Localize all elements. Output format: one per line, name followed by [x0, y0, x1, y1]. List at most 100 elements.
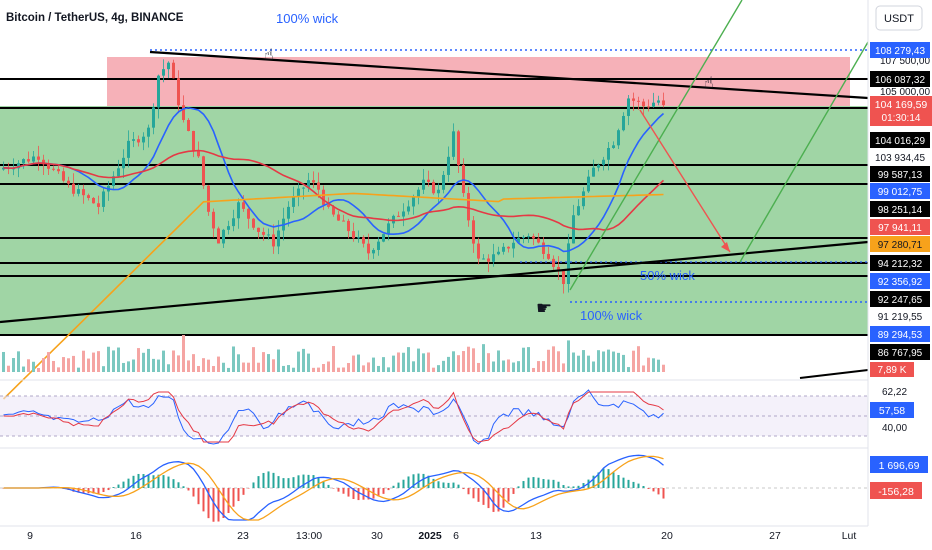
candle-body	[407, 206, 410, 212]
candle-body	[302, 187, 305, 189]
macd-hist-bar	[257, 476, 260, 488]
candle-body	[177, 78, 180, 106]
volume-bar	[2, 351, 5, 372]
macd-hist-bar	[112, 487, 115, 488]
volume-bar	[172, 350, 175, 372]
rsi-current-label: 57,58	[879, 405, 905, 417]
candle-body	[212, 211, 215, 229]
volume-bar	[197, 365, 200, 372]
macd-hist-label: -156,28	[878, 486, 914, 498]
candle-body	[182, 105, 185, 120]
time-axis-label: 2025	[418, 530, 442, 542]
candle-body	[287, 206, 290, 219]
volume-bar	[107, 346, 110, 372]
macd-hist-bar	[262, 472, 265, 488]
candle-body	[102, 191, 105, 207]
candle-body	[247, 208, 250, 219]
price-level-text: 108 279,43	[875, 46, 925, 57]
volume-bar	[462, 351, 465, 372]
lower-trendline	[799, 369, 869, 379]
volume-bar	[457, 355, 460, 372]
macd-value-badge: 1 696,69	[870, 456, 928, 473]
price-level-label: 108 279,43	[870, 42, 930, 58]
candle-body	[597, 164, 600, 168]
time-axis-label: 16	[130, 530, 142, 542]
candle-body	[62, 171, 65, 181]
candle-body	[397, 215, 400, 217]
price-level-label: 99 587,13	[870, 166, 930, 182]
macd-hist-bar	[277, 476, 280, 488]
macd-hist-bar	[397, 482, 400, 488]
macd-hist-bar	[622, 477, 625, 488]
macd-hist-bar	[532, 477, 535, 488]
candle-body	[497, 251, 500, 255]
price-level-label: 104 016,29	[870, 132, 930, 148]
time-axis-label: 30	[371, 530, 383, 542]
candle-body	[377, 241, 380, 250]
macd-hist-bar	[107, 488, 110, 491]
volume-bar	[32, 361, 35, 372]
candle-body	[87, 195, 90, 198]
macd-hist-bar	[237, 488, 240, 502]
macd-hist-bar	[407, 476, 410, 488]
macd-hist-bar	[617, 474, 620, 488]
price-level-text: 91 219,55	[878, 312, 923, 323]
volume-bar	[207, 359, 210, 372]
macd-hist-bar	[97, 488, 100, 494]
macd-hist-bar	[117, 484, 120, 488]
candle-body	[417, 189, 420, 198]
price-level-label: 98 251,14	[870, 201, 930, 217]
price-level-label: 106 087,32	[870, 71, 930, 87]
volume-bar	[557, 351, 560, 372]
volume-bar	[402, 352, 405, 372]
macd-hist-bar	[452, 482, 455, 488]
macd-hist-bar	[497, 488, 500, 512]
candle-body	[617, 130, 620, 146]
volume-bar	[147, 348, 150, 372]
macd-hist-bar	[182, 486, 185, 488]
macd-hist-bar	[582, 483, 585, 488]
macd-hist-bar	[427, 475, 430, 488]
candle-body	[112, 176, 115, 186]
macd-hist-bar	[272, 472, 275, 488]
candle-body	[527, 236, 530, 238]
candle-body	[422, 179, 425, 190]
time-axis[interactable]: 9 16 23 13:00 30 2025 6 13 20 27 Lut	[27, 530, 856, 542]
macd-hist-bar	[477, 488, 480, 502]
macd-hist-bar	[297, 475, 300, 488]
volume-bar	[327, 361, 330, 372]
candle-body	[472, 220, 475, 244]
volume-bar	[242, 362, 245, 372]
price-level-text: 104 016,29	[875, 136, 925, 147]
macd-hist-bar	[192, 488, 195, 497]
pointer-hand-icon: ☛	[536, 298, 552, 318]
volume-bar	[482, 344, 485, 372]
macd-hist-bar	[282, 478, 285, 488]
macd-hist-bar	[577, 485, 580, 488]
volume-bar	[262, 352, 265, 372]
candle-body	[487, 258, 490, 262]
candle-body	[557, 266, 560, 271]
projection-arrow	[639, 109, 731, 253]
macd-hist-bar	[392, 485, 395, 488]
candle-body	[317, 182, 320, 190]
volume-bar	[622, 354, 625, 372]
volume-bar	[657, 359, 660, 372]
candle-body	[662, 100, 665, 106]
candle-body	[222, 229, 225, 244]
price-level-label: 92 356,92	[870, 273, 930, 289]
volume-bar	[277, 349, 280, 372]
candle-body	[337, 214, 340, 221]
currency-button[interactable]: USDT	[875, 5, 923, 31]
volume-bar	[292, 367, 295, 372]
candle-body	[227, 226, 230, 230]
macd-hist-bar	[632, 481, 635, 488]
volume-bar	[377, 365, 380, 372]
price-level-text: 99 587,13	[878, 170, 923, 181]
volume-bar	[252, 347, 255, 372]
volume-bar	[282, 365, 285, 372]
candle-body	[442, 174, 445, 190]
price-level-label: 92 247,65	[870, 291, 930, 307]
time-axis-label: 27	[769, 530, 781, 542]
